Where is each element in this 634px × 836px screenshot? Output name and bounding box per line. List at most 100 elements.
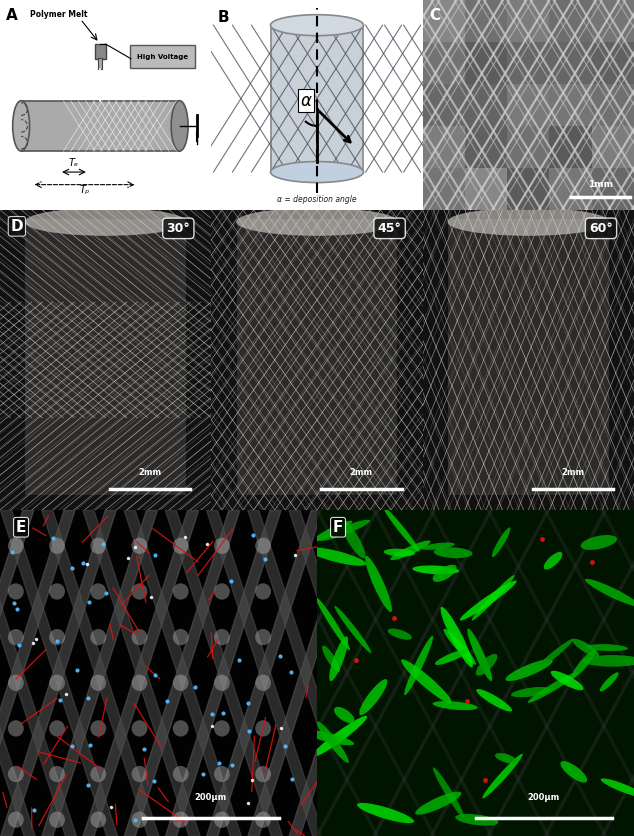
Ellipse shape: [91, 538, 107, 554]
Ellipse shape: [91, 766, 107, 782]
Ellipse shape: [476, 689, 512, 711]
Polygon shape: [0, 210, 211, 510]
Ellipse shape: [132, 766, 148, 782]
Ellipse shape: [340, 519, 366, 558]
Ellipse shape: [573, 639, 599, 657]
Text: α = deposition angle: α = deposition angle: [277, 195, 357, 204]
Ellipse shape: [214, 629, 230, 645]
Bar: [465, 168, 507, 210]
Text: 2mm: 2mm: [350, 468, 373, 477]
Ellipse shape: [412, 565, 459, 574]
Bar: [423, 126, 465, 168]
Ellipse shape: [571, 649, 597, 679]
Ellipse shape: [551, 670, 583, 691]
Bar: [550, 0, 592, 42]
Text: 2mm: 2mm: [138, 468, 162, 477]
Ellipse shape: [527, 672, 578, 703]
Bar: [507, 168, 550, 210]
Polygon shape: [423, 210, 634, 510]
Ellipse shape: [357, 803, 414, 823]
Bar: [550, 42, 592, 84]
Ellipse shape: [319, 520, 370, 541]
Text: E: E: [16, 520, 26, 535]
Ellipse shape: [236, 208, 398, 236]
Ellipse shape: [49, 766, 65, 782]
Bar: [465, 42, 507, 84]
Text: 30°: 30°: [167, 222, 190, 235]
Ellipse shape: [600, 672, 619, 691]
Ellipse shape: [492, 528, 510, 557]
Ellipse shape: [476, 654, 498, 675]
Polygon shape: [25, 219, 186, 495]
Ellipse shape: [359, 679, 387, 715]
Ellipse shape: [8, 675, 24, 691]
Ellipse shape: [172, 675, 189, 691]
Bar: [550, 126, 592, 168]
Ellipse shape: [391, 541, 430, 560]
Ellipse shape: [533, 639, 574, 672]
Polygon shape: [317, 510, 634, 836]
Bar: [507, 126, 550, 168]
Ellipse shape: [505, 660, 553, 681]
Bar: [507, 84, 550, 126]
Ellipse shape: [171, 100, 188, 151]
Text: Polymer Melt: Polymer Melt: [30, 10, 88, 19]
Ellipse shape: [91, 675, 107, 691]
Ellipse shape: [586, 644, 628, 651]
Text: Tₑ: Tₑ: [69, 158, 79, 168]
Text: 1mm: 1mm: [588, 180, 612, 189]
Bar: [465, 84, 507, 126]
Ellipse shape: [317, 721, 349, 763]
Ellipse shape: [172, 538, 189, 554]
Ellipse shape: [435, 650, 468, 665]
Ellipse shape: [8, 584, 24, 599]
Ellipse shape: [415, 792, 462, 815]
Text: F: F: [333, 520, 343, 535]
Ellipse shape: [256, 538, 271, 554]
Ellipse shape: [434, 548, 472, 558]
Ellipse shape: [214, 584, 230, 599]
Bar: [592, 168, 634, 210]
Ellipse shape: [581, 535, 617, 550]
Ellipse shape: [8, 538, 24, 554]
Ellipse shape: [334, 707, 354, 723]
Ellipse shape: [49, 721, 65, 737]
Text: D: D: [11, 219, 23, 234]
Bar: [95, 44, 106, 59]
Ellipse shape: [132, 721, 148, 737]
Ellipse shape: [49, 538, 65, 554]
Bar: [592, 0, 634, 42]
Polygon shape: [448, 219, 609, 495]
Ellipse shape: [214, 675, 230, 691]
Ellipse shape: [482, 754, 523, 798]
Polygon shape: [271, 25, 363, 172]
Text: A: A: [6, 8, 18, 23]
Ellipse shape: [132, 675, 148, 691]
Ellipse shape: [421, 543, 455, 550]
Ellipse shape: [467, 629, 492, 681]
Ellipse shape: [322, 645, 340, 672]
Bar: [423, 42, 465, 84]
Ellipse shape: [365, 556, 392, 612]
Ellipse shape: [132, 812, 148, 828]
Ellipse shape: [271, 161, 363, 182]
Ellipse shape: [132, 629, 148, 645]
Ellipse shape: [214, 721, 230, 737]
Ellipse shape: [495, 753, 517, 763]
Ellipse shape: [214, 538, 230, 554]
Ellipse shape: [585, 579, 634, 606]
Ellipse shape: [214, 766, 230, 782]
Text: C: C: [429, 8, 440, 23]
Ellipse shape: [388, 629, 412, 640]
Bar: [592, 126, 634, 168]
Ellipse shape: [304, 730, 354, 745]
Polygon shape: [211, 210, 423, 510]
Text: 60°: 60°: [589, 222, 613, 235]
Ellipse shape: [433, 767, 464, 818]
Bar: [507, 0, 550, 42]
Bar: [465, 0, 507, 42]
Text: 200μm: 200μm: [527, 793, 560, 802]
Ellipse shape: [132, 584, 148, 599]
Ellipse shape: [91, 584, 107, 599]
Ellipse shape: [172, 721, 189, 737]
